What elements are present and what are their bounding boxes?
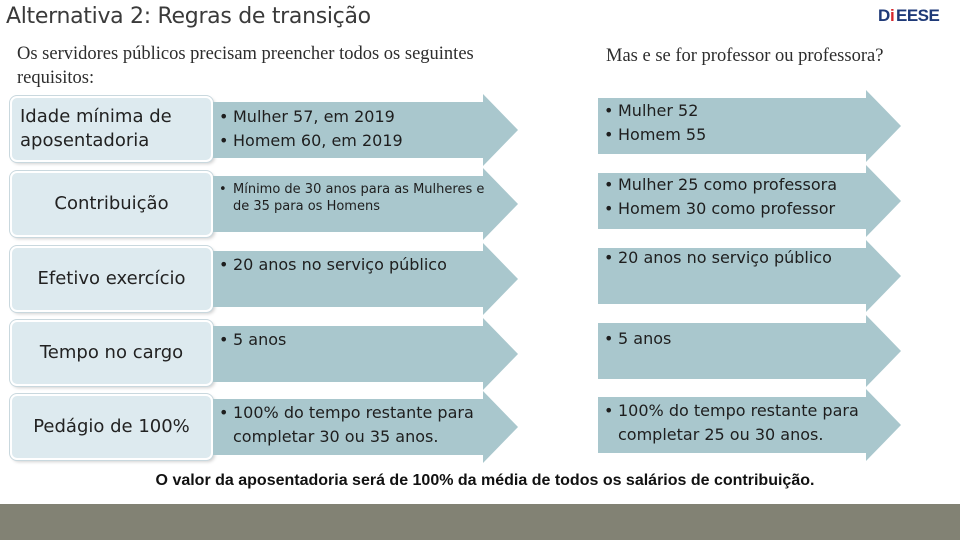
footer-note: O valor da aposentadoria será de 100% da… bbox=[155, 472, 815, 489]
right-item: 5 anos bbox=[604, 327, 874, 351]
right-item: Mulher 25 como professora bbox=[604, 173, 894, 197]
arrow-shape bbox=[598, 315, 901, 387]
arrow-min-age-teacher: Mulher 52 Homem 55 bbox=[598, 90, 901, 162]
right-item: 100% do tempo restante para completar 25… bbox=[604, 399, 872, 447]
arrow-toll-teacher: 100% do tempo restante para completar 25… bbox=[598, 389, 901, 461]
arrow-toll-general: 100% do tempo restante para completar 30… bbox=[213, 391, 518, 463]
svg-text:D: D bbox=[878, 6, 890, 24]
arrow-time-in-post-general: 5 anos bbox=[213, 318, 518, 390]
dieese-logo: D i EESE bbox=[878, 6, 940, 24]
right-item: Mulher 52 bbox=[604, 99, 874, 123]
label-min-age: Idade mínima de aposentadoria bbox=[10, 96, 213, 162]
left-item: Homem 60, em 2019 bbox=[219, 129, 489, 153]
arrow-time-in-post-teacher: 5 anos bbox=[598, 315, 901, 387]
arrow-effective-service-teacher: 20 anos no serviço público bbox=[598, 240, 901, 312]
left-item: 100% do tempo restante para completar 30… bbox=[219, 401, 487, 449]
arrow-min-age-general: Mulher 57, em 2019 Homem 60, em 2019 bbox=[213, 94, 518, 166]
requirements-intro: Os servidores públicos precisam preenche… bbox=[17, 44, 474, 88]
label-contribution: Contribuição bbox=[10, 171, 213, 237]
right-item: 20 anos no serviço público bbox=[604, 246, 884, 270]
teacher-question: Mas e se for professor ou professora? bbox=[606, 46, 884, 66]
arrow-contribution-teacher: Mulher 25 como professora Homem 30 como … bbox=[598, 165, 901, 237]
right-item: Homem 30 como professor bbox=[604, 197, 894, 221]
arrow-effective-service-general: 20 anos no serviço público bbox=[213, 243, 518, 315]
right-item: Homem 55 bbox=[604, 123, 874, 147]
label-effective-service: Efetivo exercício bbox=[10, 246, 213, 312]
bottom-bar bbox=[0, 504, 960, 540]
slide-title: Alternativa 2: Regras de transição bbox=[6, 4, 371, 29]
label-toll: Pedágio de 100% bbox=[10, 394, 213, 460]
left-item: 5 anos bbox=[219, 328, 489, 352]
left-item: Mínimo de 30 anos para as Mulheres e de … bbox=[219, 181, 499, 215]
left-item: Mulher 57, em 2019 bbox=[219, 105, 489, 129]
arrow-contribution-general: Mínimo de 30 anos para as Mulheres e de … bbox=[213, 168, 518, 240]
left-item: 20 anos no serviço público bbox=[219, 253, 499, 277]
label-time-in-post: Tempo no cargo bbox=[10, 320, 213, 386]
svg-text:i: i bbox=[890, 6, 895, 24]
svg-text:EESE: EESE bbox=[896, 6, 940, 24]
